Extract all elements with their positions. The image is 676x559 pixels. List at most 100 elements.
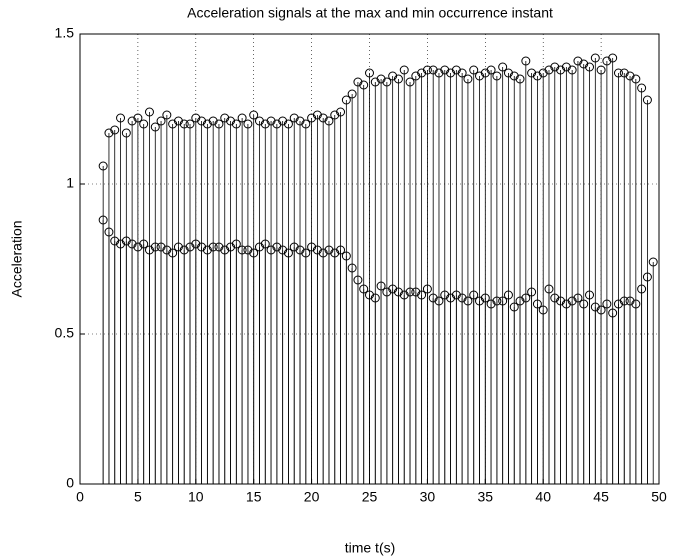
stem-marker bbox=[324, 245, 334, 255]
stem-marker bbox=[382, 287, 392, 297]
stem-marker bbox=[266, 245, 276, 255]
stem-marker bbox=[561, 62, 571, 72]
stem-marker bbox=[411, 71, 421, 81]
stem-marker bbox=[585, 290, 595, 300]
stem-marker bbox=[440, 290, 450, 300]
stem-marker bbox=[156, 116, 166, 126]
stem-marker bbox=[608, 308, 618, 318]
stem-marker bbox=[637, 284, 647, 294]
stem-marker bbox=[428, 65, 438, 75]
y-tick-label: 1.5 bbox=[55, 25, 75, 41]
stem-marker bbox=[417, 290, 427, 300]
stem-marker bbox=[133, 113, 143, 123]
stem-marker bbox=[405, 287, 415, 297]
stem-marker bbox=[509, 302, 519, 312]
stem-marker bbox=[590, 302, 600, 312]
stem-marker bbox=[370, 293, 380, 303]
stem-marker bbox=[625, 71, 635, 81]
x-tick-label: 20 bbox=[304, 489, 320, 505]
stem-marker bbox=[446, 68, 456, 78]
stem-marker bbox=[237, 245, 247, 255]
stem-marker bbox=[451, 290, 461, 300]
stem-marker bbox=[469, 65, 479, 75]
stem-marker bbox=[648, 257, 658, 267]
stem-marker bbox=[382, 77, 392, 87]
stem-marker bbox=[608, 53, 618, 63]
stem-marker bbox=[642, 95, 652, 105]
stem-marker bbox=[214, 242, 224, 252]
stem-marker bbox=[179, 245, 189, 255]
stem-marker bbox=[301, 248, 311, 258]
stem-marker bbox=[254, 242, 264, 252]
stem-marker bbox=[428, 293, 438, 303]
stem-marker bbox=[266, 116, 276, 126]
stem-marker bbox=[312, 245, 322, 255]
stem-marker bbox=[365, 290, 374, 300]
stem-marker bbox=[98, 161, 108, 171]
stem-marker bbox=[150, 122, 160, 132]
stem-marker bbox=[168, 119, 178, 129]
stem-marker bbox=[393, 74, 403, 84]
stem-marker bbox=[162, 110, 172, 120]
axes-box bbox=[79, 33, 660, 485]
stem-marker bbox=[602, 56, 612, 66]
stem-marker bbox=[104, 128, 114, 138]
stem-marker bbox=[295, 245, 305, 255]
stem-marker bbox=[191, 239, 201, 249]
stem-marker bbox=[538, 305, 548, 315]
stem-marker bbox=[168, 248, 178, 258]
stem-marker bbox=[289, 242, 299, 252]
stem-marker bbox=[376, 74, 386, 84]
stem-marker bbox=[498, 62, 508, 72]
stem-marker bbox=[613, 68, 623, 78]
stem-marker bbox=[179, 119, 189, 129]
stem-marker bbox=[341, 251, 351, 261]
stem-marker bbox=[139, 239, 149, 249]
stem-marker bbox=[272, 242, 282, 252]
stem-marker bbox=[318, 248, 328, 258]
stem-marker bbox=[324, 116, 334, 126]
stem-marker bbox=[463, 74, 473, 84]
stem-marker bbox=[613, 299, 623, 309]
y-tick-label: 0 bbox=[66, 475, 74, 491]
stem-marker bbox=[544, 65, 554, 75]
stem-marker bbox=[585, 62, 595, 72]
stem-marker bbox=[532, 71, 542, 81]
stem-marker bbox=[347, 89, 357, 99]
stem-marker bbox=[214, 119, 224, 129]
stem-marker bbox=[573, 56, 583, 66]
y-axis-label: Acceleration bbox=[9, 220, 25, 297]
x-tick-label: 45 bbox=[593, 489, 609, 505]
stem-marker bbox=[307, 242, 317, 252]
stem-marker bbox=[573, 293, 583, 303]
stem-marker bbox=[567, 65, 577, 75]
stem-marker bbox=[116, 113, 126, 123]
stem-marker bbox=[521, 293, 531, 303]
stem-marker bbox=[220, 245, 230, 255]
stem-marker bbox=[347, 263, 357, 273]
stem-marker bbox=[121, 236, 131, 246]
stem-marker bbox=[260, 239, 270, 249]
x-tick-label: 10 bbox=[188, 489, 204, 505]
stem-marker bbox=[561, 299, 571, 309]
stem-marker bbox=[475, 71, 485, 81]
stem-marker bbox=[116, 239, 126, 249]
chart-title: Acceleration signals at the max and min … bbox=[187, 5, 553, 21]
stem-marker bbox=[411, 287, 421, 297]
stem-marker bbox=[208, 116, 218, 126]
stem-marker bbox=[359, 80, 369, 90]
stem-marker bbox=[509, 71, 519, 81]
stem-marker bbox=[567, 296, 577, 306]
stem-marker bbox=[127, 116, 137, 126]
stem-marker bbox=[330, 110, 340, 120]
stem-marker bbox=[272, 119, 282, 129]
stem-marker bbox=[399, 290, 409, 300]
y-tick-label: 1 bbox=[66, 175, 74, 191]
stem-marker bbox=[463, 296, 473, 306]
stem-marker bbox=[393, 287, 403, 297]
stem-marker bbox=[359, 284, 369, 294]
stem-marker bbox=[353, 275, 363, 285]
stem-marker bbox=[150, 242, 160, 252]
